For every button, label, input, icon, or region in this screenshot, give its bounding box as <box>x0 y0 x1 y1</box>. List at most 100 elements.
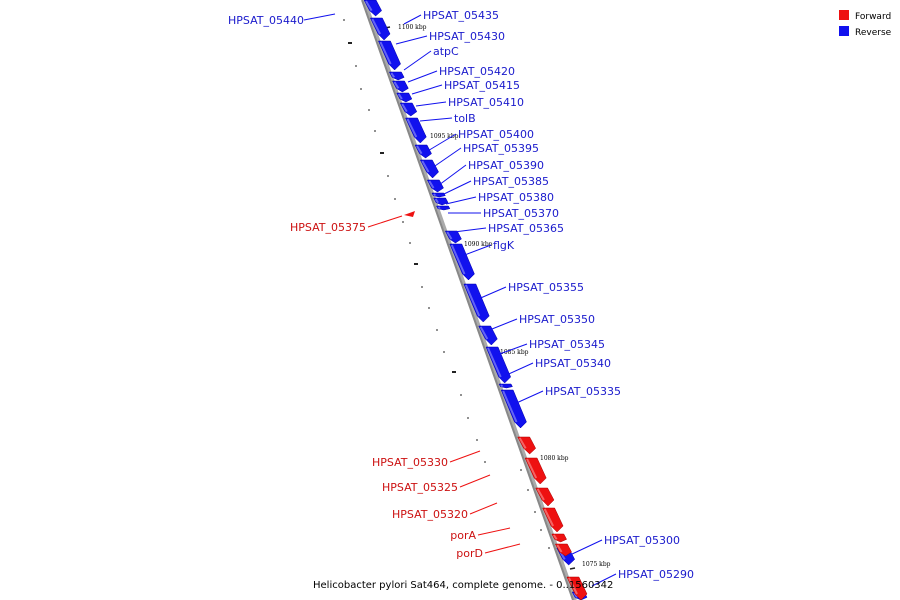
forward-gene-block-highlight <box>543 508 554 527</box>
forward-gene-block <box>554 543 572 557</box>
forward-gene-block-highlight <box>518 437 527 449</box>
reverse-gene-block-highlight <box>479 326 489 340</box>
backbone-line <box>361 0 574 600</box>
reverse-gene-block <box>436 205 451 211</box>
reverse-gene-leader <box>303 13 336 21</box>
forward-gene-block-highlight <box>552 534 558 540</box>
reverse-gene-label: HPSAT_05335 <box>545 385 621 398</box>
reverse-gene-block-highlight <box>365 0 373 12</box>
reverse-gene-block <box>405 117 427 144</box>
reverse-gene-label: HPSAT_05300 <box>604 534 680 547</box>
reverse-gene-leader <box>411 84 443 95</box>
reverse-gene-block <box>500 389 527 429</box>
reverse-gene-leader <box>431 147 462 169</box>
reverse-gene-block <box>388 71 405 81</box>
reverse-gene-block <box>414 144 432 159</box>
legend-swatch <box>839 10 849 20</box>
forward-gene-leader <box>469 502 498 515</box>
reverse-gene-leader <box>403 50 432 71</box>
reverse-gene-block <box>498 383 513 389</box>
reverse-gene-label: HPSAT_05430 <box>429 30 505 43</box>
reverse-gene-label: HPSAT_05340 <box>535 357 611 370</box>
reverse-gene-leader <box>403 14 422 25</box>
reverse-gene-block-highlight <box>393 81 400 89</box>
reverse-gene-label: HPSAT_05350 <box>519 313 595 326</box>
forward-gene-block <box>517 436 536 455</box>
forward-gene-label: porD <box>456 547 483 560</box>
reverse-gene-label: atpC <box>433 45 459 58</box>
reverse-gene-label: tolB <box>454 112 476 125</box>
reverse-gene-block-highlight <box>464 284 481 317</box>
reverse-gene-block-highlight <box>406 118 418 138</box>
reverse-gene-block <box>485 346 511 384</box>
reverse-gene-label: HPSAT_05385 <box>473 175 549 188</box>
forward-gene-label: porA <box>450 529 476 542</box>
reverse-gene-label: HPSAT_05440 <box>228 14 304 27</box>
reverse-gene-block-highlight <box>390 72 395 78</box>
reverse-gene-label: HPSAT_05410 <box>448 96 524 109</box>
forward-gene-label: HPSAT_05375 <box>290 221 366 234</box>
reverse-gene-label: HPSAT_05380 <box>478 191 554 204</box>
reverse-gene-block <box>419 159 439 179</box>
reverse-gene-leader <box>425 133 457 153</box>
reverse-gene-block-highlight <box>433 193 437 197</box>
reverse-gene-leader <box>453 227 487 233</box>
reverse-gene-label: HPSAT_05390 <box>468 159 544 172</box>
reverse-gene-block <box>363 0 382 17</box>
reverse-gene-block-highlight <box>437 206 441 210</box>
forward-gene-label: HPSAT_05320 <box>392 508 468 521</box>
reverse-gene-block-highlight <box>446 231 453 240</box>
reverse-gene-label: HPSAT_05365 <box>488 222 564 235</box>
reverse-gene-label: HPSAT_05400 <box>458 128 534 141</box>
reverse-gene-label: HPSAT_05435 <box>423 9 499 22</box>
forward-gene-block <box>551 533 567 543</box>
reverse-gene-block-highlight <box>487 347 502 378</box>
reverse-gene-block <box>392 80 409 93</box>
legend-label: Reverse <box>855 28 892 38</box>
reverse-gene-label: HPSAT_05370 <box>483 207 559 220</box>
kbp-tick-label: 1085 kbp <box>500 349 529 356</box>
forward-gene-leader <box>459 474 491 488</box>
reverse-gene-leader <box>445 196 477 205</box>
reverse-gene-block <box>399 102 418 117</box>
kbp-tick-label: 1080 kbp <box>540 455 569 462</box>
legend-swatch <box>839 26 849 36</box>
reverse-gene-block <box>369 17 391 41</box>
axis-major-tick <box>569 567 576 570</box>
reverse-gene-block-highlight <box>450 244 466 275</box>
reverse-gene-block <box>426 179 444 193</box>
genome-caption: Helicobacter pylori Sat464, complete gen… <box>313 580 613 591</box>
reverse-gene-leader <box>443 180 472 195</box>
kbp-tick-label: 1100 kbp <box>398 24 427 31</box>
reverse-gene-label: HPSAT_05420 <box>439 65 515 78</box>
reverse-gene-leader <box>501 362 534 378</box>
reverse-gene-block <box>431 192 446 198</box>
reverse-gene-label: HPSAT_05345 <box>529 338 605 351</box>
reverse-gene-block <box>478 325 498 346</box>
reverse-gene-leader <box>475 286 507 301</box>
forward-gene-block-highlight <box>526 458 538 479</box>
forward-gene-leader <box>477 527 511 536</box>
forward-gene-leader <box>449 450 481 463</box>
reverse-gene-block-highlight <box>397 93 403 100</box>
kbp-tick-label: 1075 kbp <box>582 561 611 568</box>
forward-gene-block <box>535 487 555 507</box>
reverse-gene-block <box>396 92 413 103</box>
reverse-gene-leader <box>493 343 528 357</box>
reverse-gene-leader <box>486 318 518 332</box>
reverse-gene-leader <box>438 164 467 186</box>
forward-gene-block <box>404 211 415 217</box>
reverse-gene-block <box>463 283 490 323</box>
reverse-gene-block-highlight <box>416 145 423 155</box>
forward-gene-block-highlight <box>556 544 563 553</box>
reverse-gene-label: flgK <box>493 239 515 252</box>
reverse-gene-label: HPSAT_05415 <box>444 79 520 92</box>
forward-gene-label: HPSAT_05330 <box>372 456 448 469</box>
reverse-gene-leader <box>407 70 438 83</box>
reverse-gene-block-highlight <box>428 180 435 189</box>
reverse-gene-block <box>449 243 475 281</box>
reverse-gene-label: HPSAT_05290 <box>618 568 694 581</box>
forward-gene-block-highlight <box>568 577 578 595</box>
reverse-gene-block-highlight <box>401 103 408 113</box>
